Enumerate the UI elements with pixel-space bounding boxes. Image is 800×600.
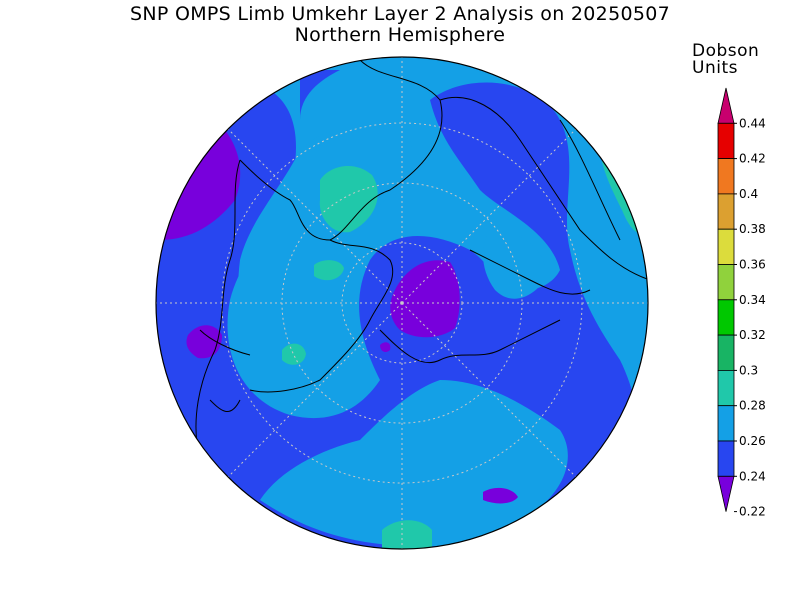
colorbar-segment [717, 369, 735, 407]
contour-region [380, 342, 391, 353]
contour-region [160, 130, 241, 240]
colorbar-tick-label: 0.34 [739, 293, 766, 307]
colorbar-tick-label: 0.38 [739, 222, 766, 236]
colorbar-tick-label: 0.3 [739, 363, 758, 377]
contour-region [260, 380, 568, 547]
chart-subtitle: Northern Hemisphere [294, 24, 506, 46]
map-border [155, 56, 649, 550]
colorbar-tick-label: 0.44 [739, 116, 766, 130]
contour-region [390, 260, 460, 338]
colorbar-segment [717, 228, 735, 265]
chart-title: SNP OMPS Limb Umkehr Layer 2 Analysis on… [129, 3, 671, 25]
contour-region [483, 487, 518, 504]
colorbar-arrow-top [717, 87, 735, 124]
coastlines [195, 59, 648, 461]
colorbar-segment [717, 264, 735, 301]
colorbar-tick-label: 0.26 [739, 434, 766, 448]
colorbar-segment [717, 440, 735, 477]
polar-map [155, 56, 649, 550]
contour-region [382, 520, 432, 549]
contour-region [314, 260, 344, 281]
colorbar-tick-label: 0.24 [739, 469, 766, 483]
colorbar-segment [717, 405, 735, 442]
units-label-line2: Units [692, 58, 738, 78]
colorbar-segment [717, 299, 735, 336]
colorbar-segment [717, 158, 735, 195]
colorbar-tick-label: 0.22 [739, 505, 766, 519]
contour-region [483, 230, 546, 299]
colorbar: 0.44 0.42 0.4 0.38 0.36 0.34 0.32 0.3 0.28 0.26 0.… [717, 87, 766, 519]
colorbar-tick-label: 0.36 [739, 258, 766, 272]
contour-region [300, 70, 340, 120]
colorbar-segment [717, 122, 735, 160]
graticule [156, 57, 648, 549]
colorbar-tick-label: 0.32 [739, 328, 766, 342]
contour-region [186, 325, 222, 359]
colorbar-segment [717, 334, 735, 371]
colorbar-tick-label: 0.28 [739, 399, 766, 413]
colorbar-tick-label: 0.4 [739, 187, 758, 201]
colorbar-segment [717, 193, 735, 230]
contour-region [319, 165, 378, 233]
units-label-line1: Dobson [692, 41, 760, 61]
colorbar-arrow-bottom [717, 475, 735, 512]
contour-region [430, 82, 640, 440]
contour-region [282, 343, 306, 365]
colorbar-tick-label: 0.42 [739, 152, 766, 166]
